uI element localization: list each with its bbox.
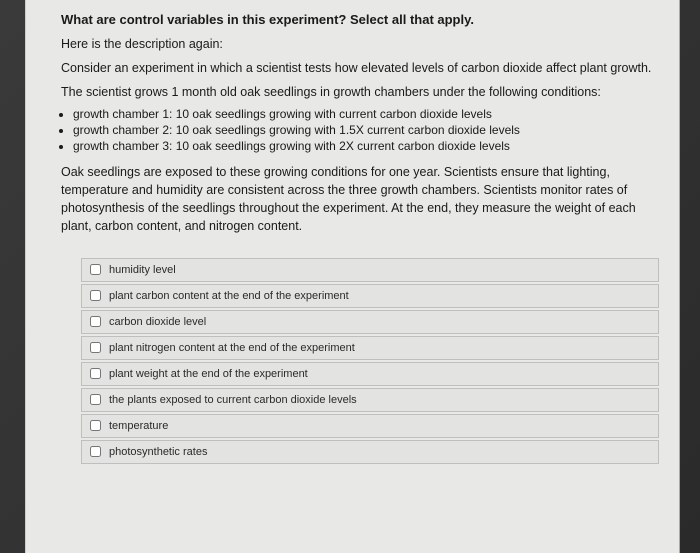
chamber-item: growth chamber 2: 10 oak seedlings growi… <box>73 123 659 137</box>
experiment-description: Consider an experiment in which a scient… <box>61 61 659 75</box>
option-checkbox[interactable] <box>90 368 101 379</box>
option-checkbox[interactable] <box>90 394 101 405</box>
option-checkbox[interactable] <box>90 316 101 327</box>
option-checkbox[interactable] <box>90 342 101 353</box>
question-title-text: What are control variables in this exper… <box>61 12 474 27</box>
option-row[interactable]: the plants exposed to current carbon dio… <box>81 388 659 412</box>
description-intro: Here is the description again: <box>61 37 659 51</box>
option-row[interactable]: photosynthetic rates <box>81 440 659 464</box>
option-label: humidity level <box>109 264 176 276</box>
chamber-list: growth chamber 1: 10 oak seedlings growi… <box>73 107 659 153</box>
experiment-paragraph: Oak seedlings are exposed to these growi… <box>61 163 659 236</box>
option-label: plant nitrogen content at the end of the… <box>109 342 355 354</box>
option-row[interactable]: humidity level <box>81 258 659 282</box>
option-row[interactable]: plant nitrogen content at the end of the… <box>81 336 659 360</box>
option-label: temperature <box>109 420 168 432</box>
option-row[interactable]: plant carbon content at the end of the e… <box>81 284 659 308</box>
option-checkbox[interactable] <box>90 446 101 457</box>
option-label: photosynthetic rates <box>109 446 207 458</box>
question-panel: What are control variables in this exper… <box>25 0 680 553</box>
option-checkbox[interactable] <box>90 264 101 275</box>
option-row[interactable]: carbon dioxide level <box>81 310 659 334</box>
answer-options: humidity level plant carbon content at t… <box>81 258 659 464</box>
chamber-item: growth chamber 1: 10 oak seedlings growi… <box>73 107 659 121</box>
option-row[interactable]: temperature <box>81 414 659 438</box>
option-checkbox[interactable] <box>90 290 101 301</box>
option-label: plant weight at the end of the experimen… <box>109 368 308 380</box>
question-title: What are control variables in this exper… <box>61 12 659 27</box>
option-label: the plants exposed to current carbon dio… <box>109 394 357 406</box>
option-label: plant carbon content at the end of the e… <box>109 290 349 302</box>
option-checkbox[interactable] <box>90 420 101 431</box>
conditions-intro: The scientist grows 1 month old oak seed… <box>61 85 659 99</box>
chamber-item: growth chamber 3: 10 oak seedlings growi… <box>73 139 659 153</box>
option-label: carbon dioxide level <box>109 316 206 328</box>
option-row[interactable]: plant weight at the end of the experimen… <box>81 362 659 386</box>
